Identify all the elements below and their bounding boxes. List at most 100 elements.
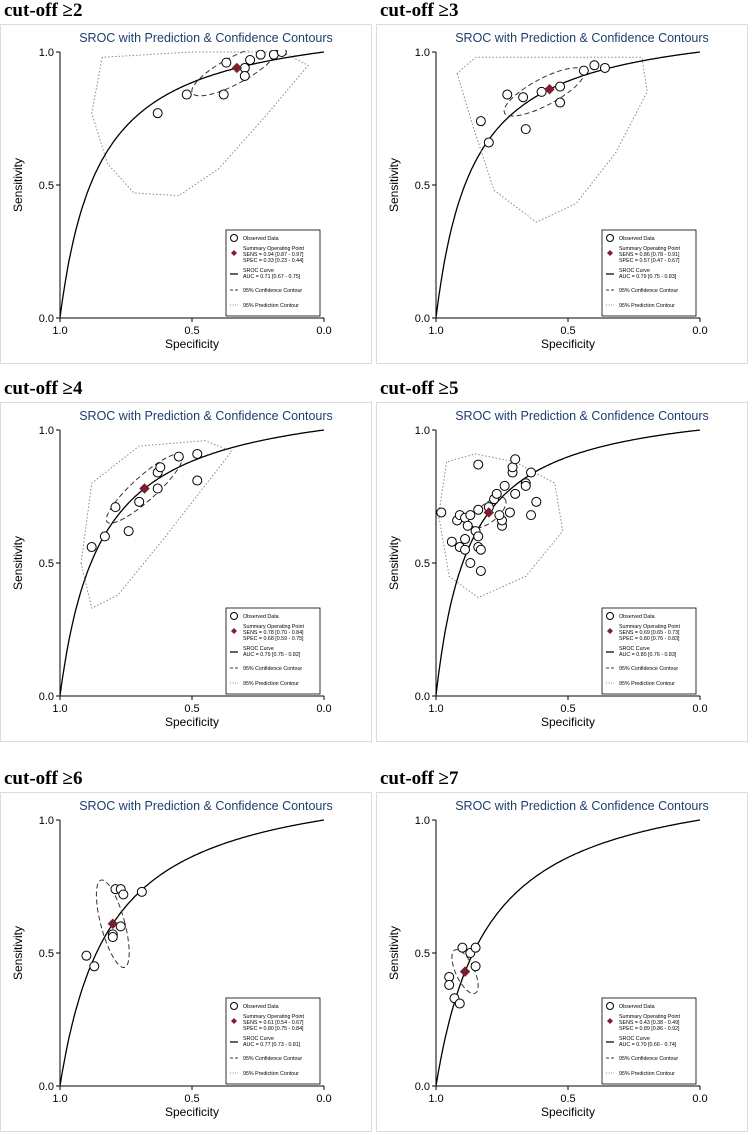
observed-point bbox=[599, 62, 610, 73]
observed-point bbox=[110, 502, 121, 513]
legend-box bbox=[225, 997, 321, 1085]
observed-point bbox=[454, 998, 465, 1009]
legend-box bbox=[225, 607, 321, 695]
y-tick-label: 1.0 bbox=[39, 815, 54, 827]
legend-confidence-label: 95% Confidence Contour bbox=[619, 1056, 678, 1062]
panel-heading: cut-off ≥3 bbox=[380, 0, 459, 21]
legend-observed-label: Observed Data bbox=[619, 1004, 655, 1010]
legend-confidence-label: 95% Confidence Contour bbox=[243, 288, 302, 294]
legend-summary-sens: SENS = 0.61 [0.54 - 0.67] bbox=[243, 1020, 304, 1026]
legend-summary-sens: SENS = 0.86 [0.78 - 0.91] bbox=[619, 252, 680, 258]
observed-point bbox=[255, 50, 266, 60]
observed-point bbox=[475, 544, 486, 555]
legend-summary-marker bbox=[607, 250, 613, 256]
chart-title: SROC with Prediction & Confidence Contou… bbox=[455, 31, 709, 45]
legend-prediction-label: 95% Prediction Contour bbox=[619, 1071, 675, 1077]
legend-summary-sens: SENS = 0.69 [0.65 - 0.73] bbox=[619, 630, 680, 636]
x-tick-label: 1.0 bbox=[52, 703, 67, 715]
legend: Observed Data Summary Operating PointSENS… bbox=[601, 997, 697, 1085]
sroc-chart: SROC with Prediction & Confidence Contou… bbox=[0, 792, 372, 1132]
x-tick-label: 1.0 bbox=[52, 325, 67, 337]
observed-point bbox=[276, 50, 287, 57]
observed-point bbox=[589, 60, 600, 71]
chart-panel: cut-off ≥5 SROC with Prediction & Confide… bbox=[376, 378, 748, 744]
legend-prediction-label: 95% Prediction Contour bbox=[619, 303, 675, 309]
summary-point bbox=[459, 966, 471, 977]
legend-summary-marker bbox=[231, 628, 237, 634]
chart-panel: cut-off ≥4 SROC with Prediction & Confide… bbox=[0, 378, 372, 744]
plot-area bbox=[60, 50, 325, 318]
legend-summary-spec: SPEC = 0.80 [0.75 - 0.84] bbox=[243, 1026, 304, 1032]
legend-summary-marker bbox=[231, 250, 237, 256]
legend-sroc-auc: AUC = 0.70 [0.66 - 0.74] bbox=[619, 1042, 677, 1048]
observed-point bbox=[555, 81, 566, 92]
legend-sroc-title: SROC Curve bbox=[619, 268, 650, 274]
x-tick-label: 0.0 bbox=[692, 703, 707, 715]
x-tick-label: 1.0 bbox=[428, 1093, 443, 1105]
observed-point bbox=[526, 467, 537, 478]
legend-summary-title: Summary Operating Point bbox=[243, 1014, 304, 1020]
observed-point bbox=[218, 89, 229, 100]
chart-panel: cut-off ≥2 SROC with Prediction & Confide… bbox=[0, 0, 372, 366]
sroc-curve bbox=[436, 819, 701, 1086]
observed-point bbox=[520, 480, 531, 491]
observed-point bbox=[115, 921, 126, 932]
observed-point bbox=[475, 116, 486, 127]
y-tick-label: 0.5 bbox=[415, 558, 430, 570]
legend: Observed Data Summary Operating PointSENS… bbox=[225, 607, 321, 695]
observed-point bbox=[99, 531, 110, 542]
x-tick-label: 0.0 bbox=[692, 325, 707, 337]
legend-summary-title: Summary Operating Point bbox=[243, 246, 304, 252]
chart-title: SROC with Prediction & Confidence Contou… bbox=[79, 799, 333, 813]
plot-area bbox=[436, 51, 701, 317]
panel-heading: cut-off ≥4 bbox=[4, 378, 83, 399]
legend-box bbox=[601, 997, 697, 1085]
legend-sroc-title: SROC Curve bbox=[243, 268, 274, 274]
observed-point bbox=[221, 57, 232, 68]
legend-sroc-auc: AUC = 0.79 [0.75 - 0.82] bbox=[243, 652, 301, 658]
observed-point bbox=[465, 510, 476, 521]
sroc-chart: SROC with Prediction & Confidence Contou… bbox=[376, 24, 748, 364]
legend-observed-label: Observed Data bbox=[243, 614, 279, 620]
x-tick-label: 0.5 bbox=[560, 325, 575, 337]
y-tick-label: 1.0 bbox=[39, 47, 54, 59]
legend-observed-label: Observed Data bbox=[243, 236, 279, 242]
x-tick-label: 1.0 bbox=[428, 703, 443, 715]
observed-point bbox=[123, 526, 134, 537]
x-tick-label: 0.0 bbox=[692, 1093, 707, 1105]
legend-sroc-auc: AUC = 0.77 [0.73 - 0.81] bbox=[243, 1042, 301, 1048]
sroc-chart: SROC with Prediction & Confidence Contou… bbox=[0, 24, 372, 364]
prediction-contour bbox=[438, 453, 564, 599]
observed-point bbox=[86, 542, 97, 553]
y-tick-label: 1.0 bbox=[415, 47, 430, 59]
observed-point bbox=[536, 86, 547, 97]
summary-point bbox=[231, 62, 243, 74]
x-tick-label: 0.5 bbox=[184, 1093, 199, 1105]
chart-title: SROC with Prediction & Confidence Contou… bbox=[455, 409, 709, 423]
legend-summary-spec: SPEC = 0.57 [0.47 - 0.67] bbox=[619, 258, 680, 264]
legend: Observed Data Summary Operating PointSENS… bbox=[225, 229, 321, 317]
legend-summary-spec: SPEC = 0.33 [0.23 - 0.44] bbox=[243, 258, 304, 264]
legend-summary-title: Summary Operating Point bbox=[619, 1014, 680, 1020]
observed-point bbox=[446, 536, 457, 547]
legend-prediction-label: 95% Prediction Contour bbox=[619, 681, 675, 687]
observed-point bbox=[555, 97, 566, 108]
x-axis-label: Specificity bbox=[541, 337, 595, 351]
legend-prediction-label: 95% Prediction Contour bbox=[243, 1071, 299, 1077]
sroc-chart: SROC with Prediction & Confidence Contou… bbox=[376, 792, 748, 1132]
observed-point bbox=[107, 932, 118, 943]
sroc-curve bbox=[436, 429, 701, 695]
legend-summary-spec: SPEC = 0.68 [0.59 - 0.75] bbox=[243, 636, 304, 642]
observed-point bbox=[470, 961, 481, 972]
y-axis-label: Sensitivity bbox=[387, 536, 401, 590]
sroc-chart: SROC with Prediction & Confidence Contou… bbox=[0, 402, 372, 742]
legend-observed-marker bbox=[230, 234, 238, 242]
legend-summary-marker bbox=[607, 1018, 613, 1024]
legend-box bbox=[225, 229, 321, 317]
observed-point bbox=[460, 534, 471, 545]
x-axis-label: Specificity bbox=[165, 1105, 219, 1119]
legend-summary-marker bbox=[607, 628, 613, 634]
y-tick-label: 0.5 bbox=[415, 948, 430, 960]
observed-point bbox=[502, 89, 513, 100]
legend-observed-marker bbox=[606, 612, 614, 620]
